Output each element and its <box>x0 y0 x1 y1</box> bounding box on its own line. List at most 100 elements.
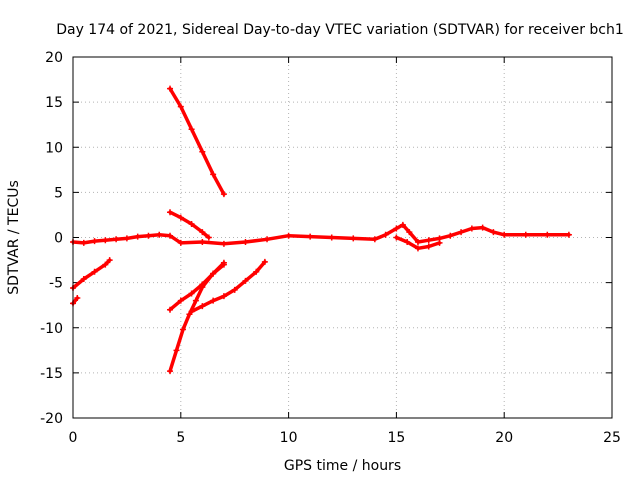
data-point <box>106 257 113 264</box>
series-rise-right <box>188 258 268 315</box>
data-series <box>70 85 572 375</box>
data-point <box>113 236 120 243</box>
data-point <box>188 290 195 297</box>
data-point <box>177 297 184 304</box>
chart-title: Day 174 of 2021, Sidereal Day-to-day VTE… <box>56 22 624 38</box>
data-point <box>80 239 87 246</box>
data-point <box>242 277 249 284</box>
data-point <box>231 286 238 293</box>
x-tick-label: 5 <box>176 430 185 446</box>
data-point <box>199 239 206 246</box>
data-point <box>210 270 217 277</box>
series-steep-rise <box>167 261 227 375</box>
data-point <box>393 225 400 232</box>
y-tick-label: 5 <box>54 185 63 201</box>
data-point <box>371 236 378 243</box>
y-tick-label: -15 <box>40 366 63 382</box>
y-tick-label: 10 <box>45 140 63 156</box>
data-point <box>210 297 217 304</box>
data-point <box>382 231 389 238</box>
y-tick-label: -20 <box>40 411 63 427</box>
data-point <box>188 126 195 133</box>
series-line <box>189 260 267 314</box>
data-point <box>177 239 184 246</box>
data-point <box>522 231 529 238</box>
data-point <box>490 229 497 236</box>
data-point <box>425 237 432 244</box>
data-point <box>458 229 465 236</box>
data-point <box>74 294 81 301</box>
data-point <box>220 240 227 247</box>
data-point <box>205 234 212 241</box>
data-point <box>242 239 249 246</box>
x-tick-label: 0 <box>69 430 78 446</box>
x-tick-label: 25 <box>603 430 621 446</box>
data-point <box>188 308 195 315</box>
data-point <box>167 85 174 92</box>
data-point <box>414 239 421 246</box>
series-line <box>168 86 226 196</box>
data-point <box>220 191 227 198</box>
data-point <box>167 306 174 313</box>
data-point <box>328 234 335 241</box>
data-point <box>425 243 432 250</box>
y-tick-label: -5 <box>49 276 63 292</box>
data-point <box>167 232 174 239</box>
x-tick-label: 15 <box>387 430 405 446</box>
series-main-baseline <box>70 221 572 247</box>
series-high-decay <box>167 85 227 198</box>
data-point <box>264 236 271 243</box>
data-point <box>188 220 195 227</box>
series-line <box>168 262 226 373</box>
data-point <box>447 232 454 239</box>
data-point <box>199 284 206 291</box>
data-point <box>220 293 227 300</box>
y-tick-label: 0 <box>54 231 63 247</box>
data-point <box>253 268 260 275</box>
series-line <box>71 223 571 246</box>
data-point <box>501 231 508 238</box>
series-dip-branch <box>393 234 443 252</box>
y-tick-label: -10 <box>40 321 63 337</box>
data-point <box>307 233 314 240</box>
series-early-low <box>70 294 81 307</box>
data-point <box>102 237 109 244</box>
data-point <box>102 261 109 268</box>
data-point <box>167 209 174 216</box>
tick-labels: 0 5 10 15 20 25 -20 -15 -10 -5 0 5 10 15 20 <box>40 50 621 446</box>
data-point <box>177 103 184 110</box>
data-point <box>145 232 152 239</box>
data-point <box>350 235 357 242</box>
data-point <box>177 214 184 221</box>
y-tick-label: 20 <box>45 50 63 66</box>
data-point <box>544 231 551 238</box>
series-early-descent <box>70 257 113 292</box>
data-point <box>199 229 206 236</box>
data-point <box>414 245 421 252</box>
data-point <box>199 303 206 310</box>
plot-frame <box>72 56 613 419</box>
data-point <box>123 235 130 242</box>
data-point <box>261 258 268 265</box>
data-point <box>91 268 98 275</box>
data-point <box>167 368 174 375</box>
data-point <box>210 171 217 178</box>
series-small-decay <box>167 209 212 241</box>
x-axis-label: GPS time / hours <box>284 458 401 474</box>
x-tick-label: 10 <box>280 430 298 446</box>
data-point <box>173 347 180 354</box>
data-point <box>134 233 141 240</box>
data-point <box>406 229 413 236</box>
data-point <box>468 225 475 232</box>
data-point <box>91 238 98 245</box>
data-point <box>80 276 87 283</box>
data-point <box>220 261 227 268</box>
y-axis-label: SDTVAR / TECUs <box>6 180 22 295</box>
data-point <box>199 148 206 155</box>
x-tick-label: 20 <box>495 430 513 446</box>
data-point <box>179 326 186 333</box>
data-point <box>399 221 406 228</box>
y-tick-label: 15 <box>45 95 63 111</box>
data-point <box>436 239 443 246</box>
